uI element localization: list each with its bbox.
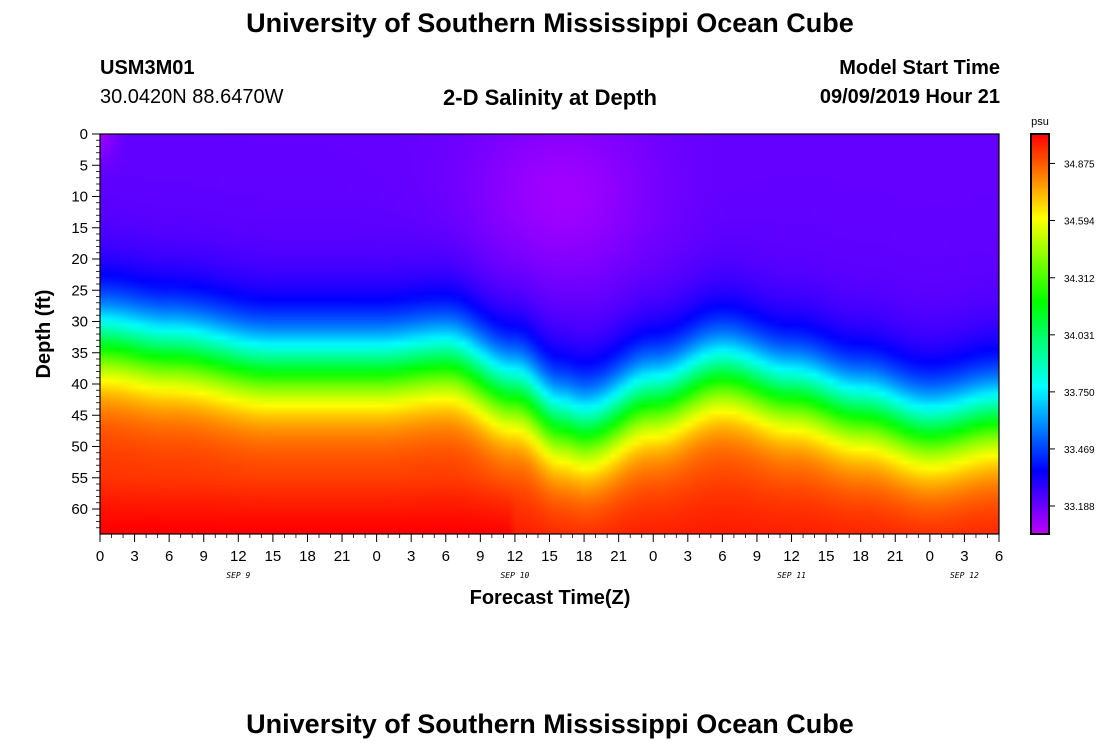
x-tick-label: 6 <box>718 548 726 565</box>
x-tick-label: 12 <box>230 548 247 565</box>
colorbar-gradient <box>1031 134 1049 534</box>
x-tick-label: 15 <box>818 548 835 565</box>
colorbar-tick-label: 33.188 <box>1064 502 1095 513</box>
y-tick-label: 60 <box>71 501 88 518</box>
x-tick-label: 18 <box>576 548 593 565</box>
x-tick-label: 0 <box>372 548 380 565</box>
x-tick-label: 3 <box>960 548 968 565</box>
y-tick-label: 20 <box>71 251 88 268</box>
x-axis: 0 3 6 9 12 15 18 21 0 3 6 9 12 15 18 21 0 3 6 9 12 15 18 21 0 3 6 S… <box>96 534 1003 580</box>
x-tick-label: 0 <box>926 548 934 565</box>
footer-title: University of Southern Mississippi Ocean… <box>246 709 854 739</box>
y-tick-label: 5 <box>80 157 88 174</box>
x-tick-label: 21 <box>887 548 904 565</box>
x-tick-label: 3 <box>407 548 415 565</box>
y-tick-label: 55 <box>71 470 88 487</box>
colorbar-unit: psu <box>1031 116 1049 128</box>
x-tick-label: 6 <box>442 548 450 565</box>
date-label: SEP 10 <box>500 571 529 580</box>
y-tick-label: 30 <box>71 314 88 331</box>
x-tick-label: 15 <box>265 548 282 565</box>
colorbar-tick-label: 34.312 <box>1064 274 1095 285</box>
x-axis-label: Forecast Time(Z) <box>470 587 631 609</box>
x-tick-label: 12 <box>507 548 524 565</box>
date-label: SEP 9 <box>226 571 250 580</box>
y-tick-label: 45 <box>71 407 88 424</box>
date-label: SEP 12 <box>950 571 979 580</box>
station-id: USM3M01 <box>100 57 195 79</box>
x-tick-label: 6 <box>995 548 1003 565</box>
y-tick-label: 15 <box>71 220 88 237</box>
colorbar-tick-label: 33.469 <box>1064 445 1095 456</box>
y-tick-label: 40 <box>71 376 88 393</box>
x-tick-label: 21 <box>334 548 351 565</box>
x-tick-label: 12 <box>783 548 800 565</box>
model-start-label: Model Start Time <box>839 57 1000 79</box>
x-tick-label: 18 <box>299 548 316 565</box>
y-tick-label: 35 <box>71 345 88 362</box>
colorbar-tick-label: 34.031 <box>1064 331 1095 342</box>
plot-title: 2-D Salinity at Depth <box>443 85 657 110</box>
y-tick-label: 50 <box>71 439 88 456</box>
x-tick-label: 6 <box>165 548 173 565</box>
x-tick-label: 9 <box>476 548 484 565</box>
colorbar-ticks: 33.188 33.469 33.750 34.031 34.312 34.594 34.8… <box>1049 159 1095 513</box>
x-tick-label: 0 <box>96 548 104 565</box>
page-title: University of Southern Mississippi Ocean… <box>246 8 854 38</box>
colorbar-frame <box>1030 133 1050 535</box>
x-tick-label: 9 <box>200 548 208 565</box>
colorbar-tick-label: 33.750 <box>1064 388 1095 399</box>
x-tick-label: 21 <box>610 548 627 565</box>
y-axis-label: Depth (ft) <box>33 290 55 379</box>
y-tick-label: 10 <box>71 189 88 206</box>
x-tick-label: 18 <box>852 548 869 565</box>
x-tick-label: 3 <box>130 548 138 565</box>
date-label: SEP 11 <box>777 571 806 580</box>
model-start-time: 09/09/2019 Hour 21 <box>819 86 1000 108</box>
y-tick-label: 25 <box>71 282 88 299</box>
station-location: 30.0420N 88.6470W <box>100 86 284 108</box>
x-tick-label: 3 <box>684 548 692 565</box>
x-tick-label: 15 <box>541 548 558 565</box>
salinity-heatmap <box>100 134 999 534</box>
x-tick-label: 0 <box>649 548 657 565</box>
x-tick-label: 9 <box>753 548 761 565</box>
colorbar-tick-label: 34.875 <box>1064 159 1095 170</box>
y-axis: 0 5 10 15 20 25 30 35 40 45 50 55 60 <box>71 126 100 529</box>
colorbar-tick-label: 34.594 <box>1064 216 1095 227</box>
y-tick-label: 0 <box>80 126 88 143</box>
